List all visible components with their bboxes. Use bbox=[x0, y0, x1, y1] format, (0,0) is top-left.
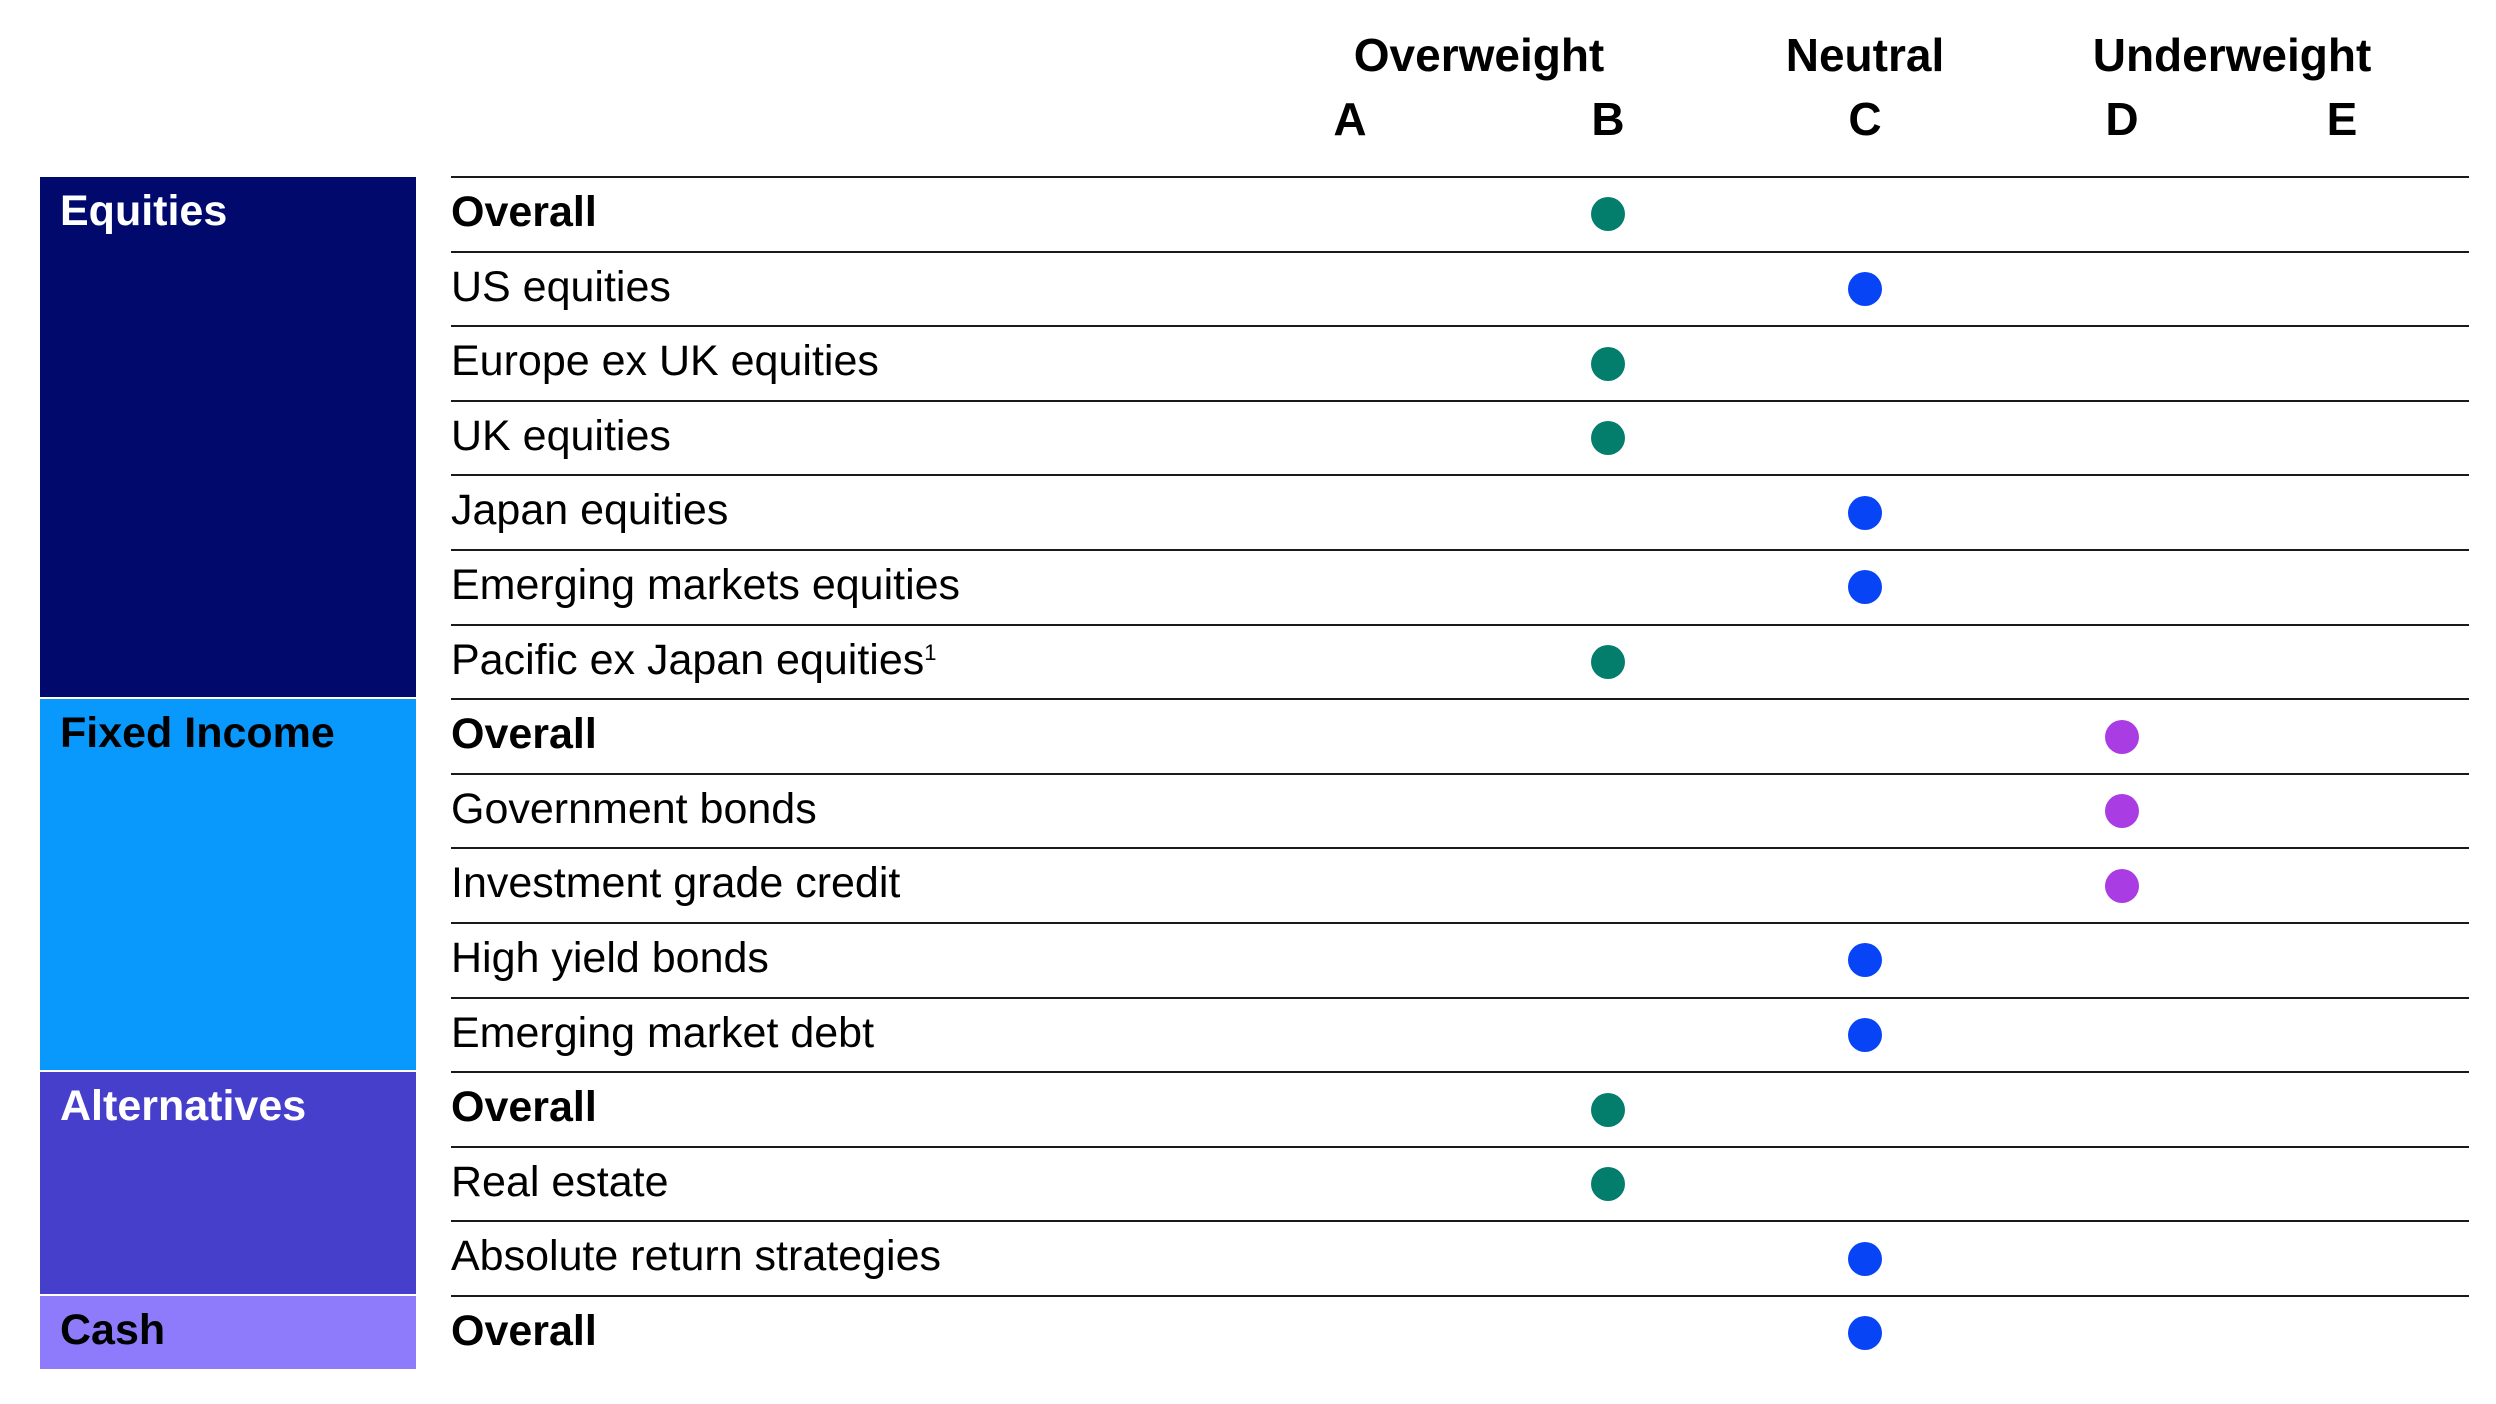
row-label: High yield bonds bbox=[451, 934, 769, 983]
row-rule bbox=[451, 922, 2469, 924]
column-group-header: Underweight bbox=[2092, 29, 2372, 81]
rating-dot bbox=[1848, 943, 1882, 978]
row-label-text: Government bonds bbox=[451, 784, 817, 833]
row-rule bbox=[451, 250, 2469, 253]
row-rule bbox=[451, 996, 2469, 999]
rating-dot bbox=[1591, 1167, 1625, 1202]
category-block: Cash bbox=[40, 1296, 416, 1369]
row-rule bbox=[451, 1071, 2469, 1074]
row-label: US equities bbox=[451, 263, 671, 312]
row-label: UK equities bbox=[451, 412, 671, 461]
category-label: Equities bbox=[60, 187, 228, 235]
row-label-text: Emerging market debt bbox=[451, 1008, 875, 1057]
row-label: Overall bbox=[451, 710, 597, 759]
column-group-header: Overweight bbox=[1353, 29, 1605, 81]
row-label: Overall bbox=[451, 1307, 597, 1356]
row-label: Europe ex UK equities bbox=[451, 337, 879, 386]
category-block: Equities bbox=[40, 177, 416, 698]
category-label: Alternatives bbox=[60, 1082, 307, 1131]
rating-dot bbox=[1848, 570, 1882, 605]
row-label-text: Overall bbox=[451, 1083, 597, 1132]
row-label: Government bonds bbox=[451, 785, 817, 834]
row-rule bbox=[451, 698, 2469, 701]
row-label-text: Overall bbox=[451, 1307, 597, 1355]
row-label: Investment grade credit bbox=[451, 859, 900, 908]
rating-dot bbox=[1591, 644, 1625, 679]
category-label: Fixed Income bbox=[60, 709, 335, 758]
row-label-text: Investment grade credit bbox=[451, 859, 901, 908]
row-rule bbox=[451, 1295, 2469, 1297]
rating-dot bbox=[1848, 271, 1882, 306]
rating-dot bbox=[1848, 1241, 1882, 1276]
row-label-text: US equities bbox=[451, 262, 671, 311]
row-label-text: Overall bbox=[451, 710, 597, 759]
row-label-text: Overall bbox=[451, 188, 597, 236]
row-label-text: Real estate bbox=[451, 1157, 669, 1206]
rating-dot bbox=[1848, 495, 1882, 530]
rating-dot bbox=[2105, 794, 2139, 829]
column-header-e: E bbox=[2326, 93, 2358, 145]
row-label-text: Absolute return strategies bbox=[451, 1232, 941, 1281]
rating-dot bbox=[1591, 421, 1625, 456]
column-header-d: D bbox=[2105, 93, 2139, 145]
row-label-text: Emerging markets equities bbox=[451, 561, 961, 609]
rating-dot bbox=[2105, 719, 2139, 754]
row-label: Overall bbox=[451, 1083, 597, 1132]
row-label: Absolute return strategies bbox=[451, 1232, 941, 1281]
row-label-text: Pacific ex Japan equities bbox=[451, 635, 925, 684]
row-label-text: High yield bonds bbox=[451, 934, 769, 982]
row-rule bbox=[451, 399, 2469, 402]
row-label: Pacific ex Japan equities1 bbox=[451, 636, 937, 685]
row-label: Overall bbox=[451, 188, 597, 237]
column-group-header: Neutral bbox=[1785, 29, 1945, 81]
table-top-rule bbox=[451, 176, 2469, 178]
column-header-c: C bbox=[1848, 93, 1882, 145]
row-label: Real estate bbox=[451, 1158, 669, 1207]
row-label-text: Japan equities bbox=[451, 486, 729, 535]
row-label: Japan equities bbox=[451, 486, 728, 535]
category-block: Alternatives bbox=[40, 1072, 416, 1294]
column-header-b: B bbox=[1591, 93, 1625, 145]
row-label: Emerging markets equities bbox=[451, 561, 960, 610]
rating-dot bbox=[1591, 1092, 1625, 1127]
row-rule bbox=[451, 1220, 2469, 1223]
footnote-marker: 1 bbox=[924, 639, 937, 665]
row-rule bbox=[451, 772, 2469, 775]
row-rule bbox=[451, 549, 2469, 551]
row-label-text: Europe ex UK equities bbox=[451, 337, 879, 386]
category-label: Cash bbox=[60, 1306, 166, 1354]
rating-dot bbox=[1848, 1316, 1882, 1351]
rating-dot bbox=[2105, 868, 2139, 903]
rating-dot bbox=[1591, 197, 1625, 232]
rating-dot bbox=[1591, 346, 1625, 381]
row-rule bbox=[451, 1145, 2469, 1148]
row-rule bbox=[451, 474, 2469, 477]
row-rule bbox=[451, 847, 2469, 850]
row-label-text: UK equities bbox=[451, 411, 671, 460]
row-label: Emerging market debt bbox=[451, 1009, 874, 1058]
category-block: Fixed Income bbox=[40, 699, 416, 1071]
row-rule bbox=[451, 623, 2469, 626]
row-rule bbox=[451, 325, 2469, 328]
column-header-a: A bbox=[1333, 93, 1367, 145]
rating-dot bbox=[1848, 1017, 1882, 1052]
